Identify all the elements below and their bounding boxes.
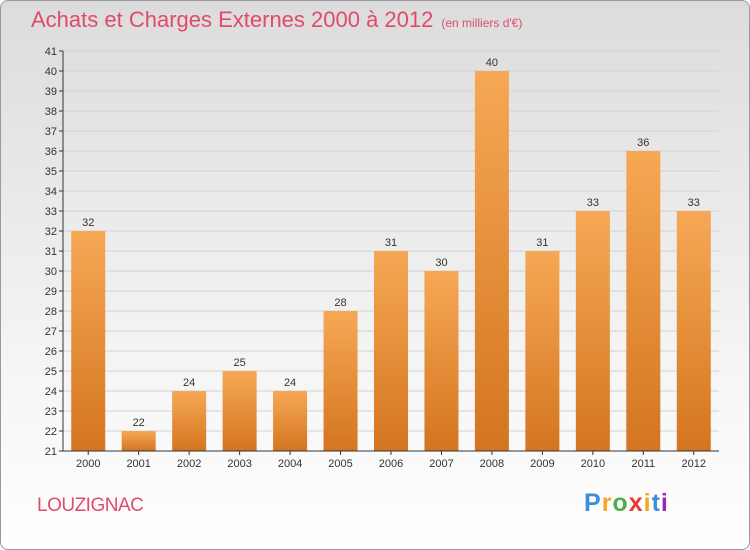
data-label-2012: 33 xyxy=(688,197,700,209)
bar-2007 xyxy=(424,271,459,451)
y-tick-label: 25 xyxy=(45,366,57,378)
y-tick-label: 34 xyxy=(45,186,57,198)
x-tick-label: 2008 xyxy=(480,458,504,470)
x-tick-label: 2005 xyxy=(328,458,352,470)
chart-title: Achats et Charges Externes 2000 à 2012 (e… xyxy=(31,7,522,33)
bar-2005 xyxy=(323,311,358,451)
data-label-2001: 22 xyxy=(133,417,145,429)
logo-letter: P xyxy=(584,489,602,517)
y-tick-label: 33 xyxy=(45,206,57,218)
data-labels: 32 22 24 25 24 28 31 30 40 31 33 36 33 xyxy=(82,57,700,429)
x-tick-label: 2001 xyxy=(126,458,150,470)
y-tick-label: 26 xyxy=(45,346,57,358)
y-tick-label: 39 xyxy=(45,86,57,98)
bar-2009 xyxy=(525,251,560,451)
bar-2012 xyxy=(676,211,711,451)
bar-2003 xyxy=(222,371,257,451)
data-label-2002: 24 xyxy=(183,377,195,389)
y-tick-label: 35 xyxy=(45,166,57,178)
bar-2002 xyxy=(172,391,207,451)
y-tick-label: 21 xyxy=(45,446,57,458)
bar-2011 xyxy=(626,151,661,451)
bar-2008 xyxy=(474,71,509,451)
logo-letter: x xyxy=(628,489,644,517)
y-tick-label: 40 xyxy=(45,66,57,78)
y-tick-label: 36 xyxy=(45,146,57,158)
y-tick-label: 29 xyxy=(45,286,57,298)
data-label-2007: 30 xyxy=(435,257,447,269)
logo-letter: i xyxy=(660,489,669,517)
y-tick-label: 23 xyxy=(45,406,57,418)
bar-2001 xyxy=(121,431,156,451)
data-label-2010: 33 xyxy=(587,197,599,209)
y-tick-label: 24 xyxy=(45,386,57,398)
title-unit: (en milliers d'€) xyxy=(441,16,523,30)
axes: 21 22 23 24 25 26 27 28 29 30 31 32 33 34 35 36 37 38 39 40… xyxy=(45,46,719,470)
y-tick-label: 32 xyxy=(45,226,57,238)
y-tick-label: 37 xyxy=(45,126,57,138)
x-tick-label: 2007 xyxy=(429,458,453,470)
data-label-2005: 28 xyxy=(334,297,346,309)
logo-letter: t xyxy=(651,489,661,517)
logo-letter: r xyxy=(601,489,613,517)
data-label-2004: 24 xyxy=(284,377,296,389)
y-tick-label: 22 xyxy=(45,426,57,438)
y-tick-label: 38 xyxy=(45,106,57,118)
bar-2004 xyxy=(273,391,308,451)
data-label-2000: 32 xyxy=(82,217,94,229)
proxiti-logo: Proxiti xyxy=(584,489,669,518)
x-tick-label: 2004 xyxy=(278,458,302,470)
x-tick-label: 2002 xyxy=(177,458,201,470)
data-label-2008: 40 xyxy=(486,57,498,69)
x-tick-label: 2009 xyxy=(530,458,554,470)
x-tick-label: 2011 xyxy=(631,458,655,470)
x-tick-label: 2000 xyxy=(76,458,100,470)
x-tick-label: 2010 xyxy=(581,458,605,470)
bar-2006 xyxy=(374,251,408,451)
y-tick-label: 28 xyxy=(45,306,57,318)
bar-2010 xyxy=(575,211,610,451)
data-label-2011: 36 xyxy=(637,137,649,149)
logo-letter: o xyxy=(612,489,629,517)
y-tick-label: 31 xyxy=(45,246,57,258)
x-tick-label: 2003 xyxy=(227,458,251,470)
data-label-2006: 31 xyxy=(385,237,397,249)
bar-2000 xyxy=(71,231,106,451)
y-tick-label: 41 xyxy=(45,46,57,58)
data-label-2009: 31 xyxy=(536,237,548,249)
y-tick-label: 27 xyxy=(45,326,57,338)
bars xyxy=(71,71,711,451)
commune-name: LOUZIGNAC xyxy=(37,495,144,516)
y-tick-label: 30 xyxy=(45,266,57,278)
data-label-2003: 25 xyxy=(233,357,245,369)
logo-letter: i xyxy=(643,489,652,517)
x-tick-label: 2012 xyxy=(682,458,706,470)
x-tick-label: 2006 xyxy=(379,458,403,470)
title-text: Achats et Charges Externes 2000 à 2012 xyxy=(31,7,434,32)
